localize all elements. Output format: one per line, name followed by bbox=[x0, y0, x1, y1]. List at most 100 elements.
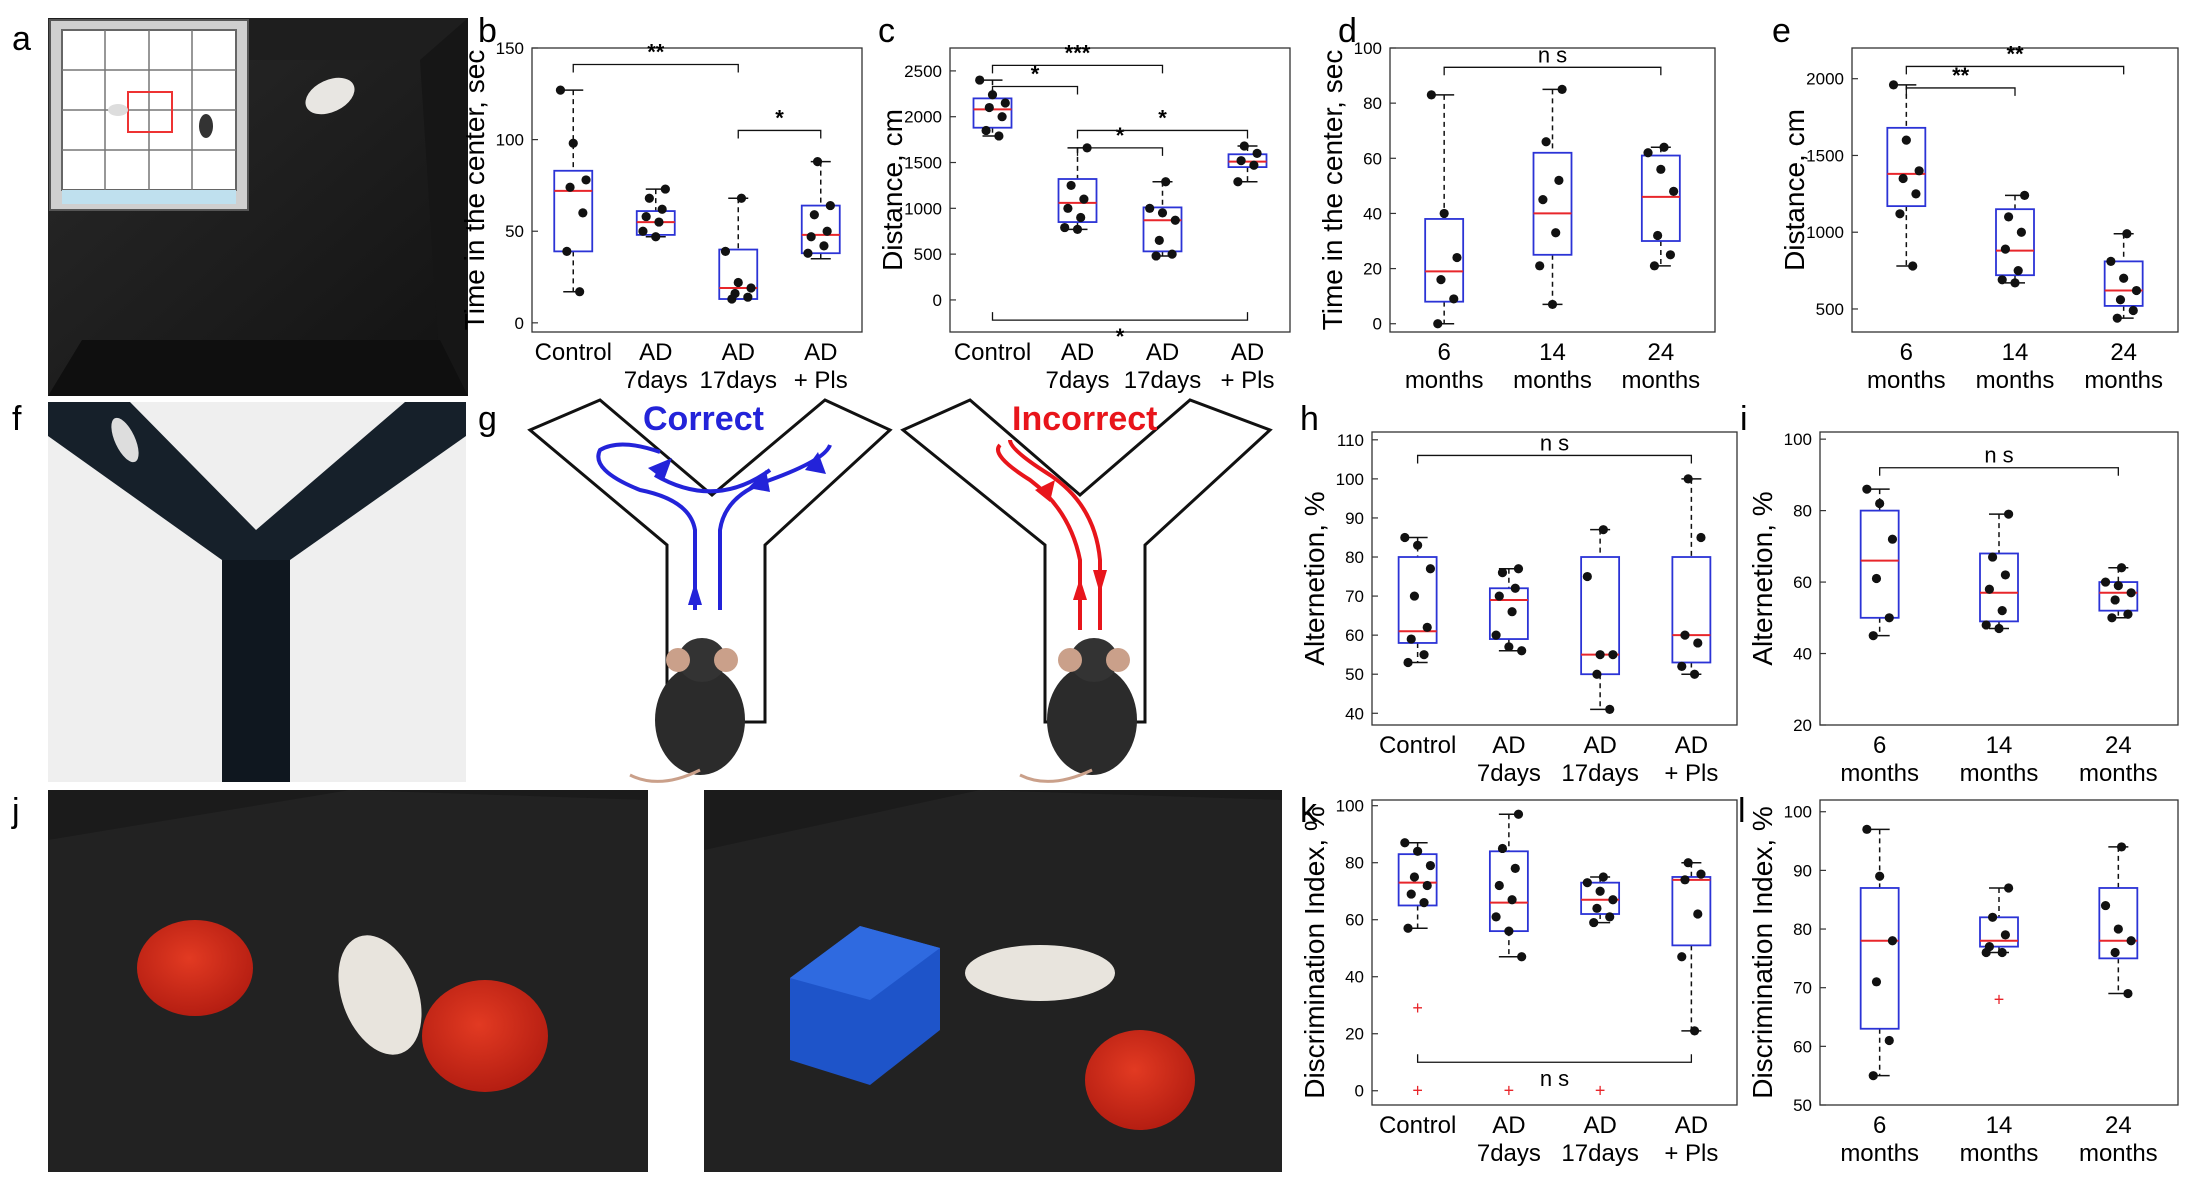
y-tick-label: 40 bbox=[1363, 204, 1382, 223]
plot-frame bbox=[531, 47, 863, 333]
data-point bbox=[720, 246, 731, 256]
x-category-label: 6 bbox=[1437, 339, 1450, 366]
box bbox=[1580, 881, 1621, 915]
data-point bbox=[1517, 646, 1527, 656]
y-tick-label: 1500 bbox=[1806, 146, 1844, 165]
data-point bbox=[2131, 285, 2142, 296]
significance-bracket bbox=[991, 64, 1164, 74]
data-point bbox=[1439, 208, 1449, 219]
mouse-white bbox=[305, 77, 355, 115]
ymaze-diagram: Correct Incorrect bbox=[527, 398, 1273, 783]
x-category-label: months bbox=[1867, 367, 1946, 394]
photo-ymaze bbox=[48, 402, 466, 782]
data-point bbox=[1422, 622, 1432, 632]
data-point bbox=[1997, 947, 2007, 958]
data-point bbox=[2016, 227, 2026, 237]
data-point bbox=[1400, 838, 1410, 848]
panel-label-i: i bbox=[1740, 400, 1748, 438]
data-point bbox=[2010, 278, 2020, 288]
x-category-label: 17days bbox=[1124, 367, 1201, 394]
data-point bbox=[1689, 1026, 1700, 1036]
data-point bbox=[822, 226, 832, 236]
x-category-label: + Pls bbox=[1220, 367, 1274, 394]
data-point bbox=[746, 283, 756, 293]
data-point bbox=[1066, 180, 1076, 191]
plot-frame bbox=[1371, 799, 1738, 1106]
box bbox=[1488, 587, 1529, 640]
x-category-label: 17days bbox=[1561, 760, 1638, 787]
ymaze-outline-incorrect bbox=[900, 398, 1273, 724]
data-point bbox=[1491, 912, 1501, 922]
data-point bbox=[654, 217, 664, 227]
plot-frame bbox=[949, 47, 1291, 333]
x-category-label: 14 bbox=[1539, 339, 1566, 366]
significance-bracket bbox=[1905, 65, 2125, 75]
x-category-label: months bbox=[1960, 1140, 2039, 1167]
photo-object-test-familiar bbox=[48, 790, 648, 1172]
data-point bbox=[1513, 564, 1524, 574]
box bbox=[1979, 552, 2019, 623]
data-point bbox=[1419, 898, 1429, 908]
box bbox=[1397, 556, 1438, 644]
y-tick-label: 0 bbox=[1373, 315, 1382, 334]
panel-label-b: b bbox=[478, 12, 497, 50]
x-category-label: 14 bbox=[1986, 1112, 2013, 1139]
y-tick-label: 80 bbox=[1793, 920, 1812, 939]
y-tick-label: 40 bbox=[1345, 704, 1364, 723]
data-point bbox=[1060, 222, 1070, 233]
data-point bbox=[1406, 634, 1416, 644]
data-point bbox=[1696, 869, 1706, 879]
data-point bbox=[981, 125, 991, 136]
box bbox=[1671, 876, 1712, 947]
y-axis-label: Discrimination Index, % bbox=[1747, 806, 1778, 1099]
data-point bbox=[1426, 90, 1436, 100]
x-category-label: 7days bbox=[1045, 367, 1109, 394]
y-tick-label: 500 bbox=[1816, 300, 1844, 319]
x-category-label: months bbox=[1976, 367, 2055, 394]
data-point bbox=[2126, 588, 2136, 598]
box bbox=[800, 204, 841, 255]
data-point bbox=[581, 175, 591, 185]
y-tick-label: 0 bbox=[515, 314, 524, 333]
data-point bbox=[1252, 148, 1262, 158]
plot-frame bbox=[1819, 799, 2179, 1106]
y-tick-label: 2000 bbox=[1806, 70, 1844, 89]
data-point bbox=[819, 241, 829, 251]
y-tick-label: 80 bbox=[1345, 548, 1364, 567]
significance-label: * bbox=[1116, 324, 1125, 349]
box bbox=[1859, 509, 1900, 619]
data-point bbox=[1494, 591, 1504, 601]
box bbox=[1424, 218, 1465, 303]
data-point bbox=[1425, 860, 1436, 871]
outlier-marker: + bbox=[1504, 1081, 1515, 1101]
data-point bbox=[1541, 137, 1551, 147]
data-point bbox=[1161, 177, 1171, 187]
x-category-label: 7days bbox=[1477, 1140, 1541, 1167]
y-tick-label: 70 bbox=[1345, 587, 1364, 606]
box bbox=[2103, 260, 2144, 307]
x-category-label: months bbox=[2079, 1140, 2158, 1167]
x-category-label: 6 bbox=[1873, 1112, 1886, 1139]
data-point bbox=[2122, 229, 2132, 239]
data-point bbox=[1595, 886, 1605, 896]
data-point bbox=[1497, 568, 1508, 578]
y-tick-label: 90 bbox=[1345, 509, 1364, 528]
data-point bbox=[1491, 630, 1501, 640]
y-tick-label: 60 bbox=[1793, 573, 1812, 592]
y-tick-label: 1000 bbox=[904, 199, 942, 218]
data-point bbox=[1513, 809, 1524, 819]
significance-label: * bbox=[1031, 61, 1040, 86]
data-point bbox=[1981, 947, 1991, 958]
data-point bbox=[1988, 912, 1998, 922]
data-point bbox=[1608, 650, 1618, 660]
data-point bbox=[1643, 148, 1653, 158]
x-category-label: 6 bbox=[1873, 732, 1886, 759]
x-category-label: AD bbox=[1231, 339, 1264, 366]
data-point bbox=[1656, 164, 1666, 174]
significance-label: ** bbox=[2006, 41, 2024, 66]
data-point bbox=[825, 200, 835, 211]
x-category-label: months bbox=[2079, 760, 2158, 787]
data-point bbox=[1504, 642, 1514, 652]
